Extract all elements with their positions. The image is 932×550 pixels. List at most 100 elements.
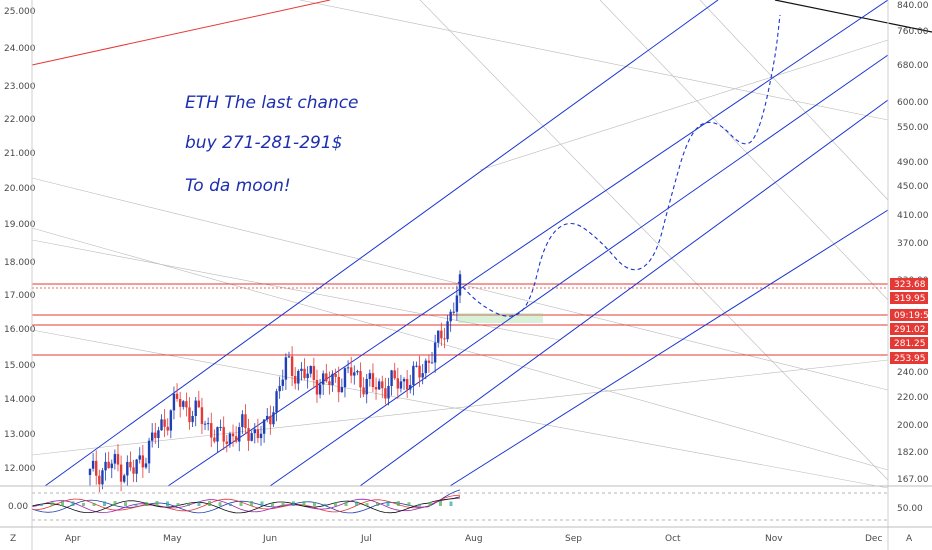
candle-body <box>182 401 185 407</box>
red-trend-line <box>31 0 331 66</box>
candle-body <box>88 468 92 476</box>
right-axis-tick: 680.00 <box>897 61 929 71</box>
annotation-moon: To da moon! <box>185 176 291 196</box>
candle-body <box>104 461 107 471</box>
histogram-bar <box>386 501 390 506</box>
x-axis-tick: May <box>163 534 182 544</box>
candle-body <box>129 461 132 468</box>
x-axis-tick: Nov <box>765 534 783 544</box>
histogram-bar <box>334 501 337 506</box>
left-axis-tick: 15.000 <box>4 361 36 371</box>
candle-body <box>433 342 437 363</box>
candle-body <box>356 371 359 373</box>
histogram-bar <box>155 501 159 506</box>
histogram-bar <box>134 503 138 506</box>
candle-body <box>163 419 166 427</box>
candle-body <box>231 433 235 437</box>
left-axis-tick: 12.000 <box>4 464 36 474</box>
candle-body <box>228 433 232 444</box>
histogram-bar <box>176 503 180 506</box>
candle-body <box>213 437 216 442</box>
buy-zone <box>458 313 543 323</box>
histogram-bar <box>166 501 169 506</box>
candle-body <box>253 429 256 434</box>
right-axis-tick: 167.00 <box>897 475 929 485</box>
candle-body <box>275 391 278 413</box>
price-badge-label: 281.25 <box>894 339 926 349</box>
trend-guide-line <box>31 227 889 471</box>
candle-body <box>390 370 393 387</box>
candle-body <box>449 311 452 322</box>
candle-body <box>150 432 154 441</box>
candle-body <box>421 373 424 378</box>
annotation-buy-range: buy 271-281-291$ <box>185 133 342 153</box>
histogram-bar <box>197 501 201 506</box>
histogram-bar <box>103 501 106 506</box>
histogram-bar <box>113 501 117 506</box>
candle-body <box>281 379 284 386</box>
candle-body <box>197 400 201 408</box>
candle-body <box>172 393 176 411</box>
price-badge <box>890 337 928 349</box>
trend-guide-line <box>479 39 889 171</box>
candle-body <box>216 427 219 442</box>
candle-body <box>266 415 269 420</box>
x-axis-tick: Sep <box>565 534 582 544</box>
candle-body <box>244 414 247 429</box>
candle-body <box>405 379 409 390</box>
channel-line <box>44 0 719 487</box>
left-axis-tick: 14.000 <box>4 395 36 405</box>
candle-body <box>396 378 400 389</box>
candle-body <box>368 373 372 379</box>
candle-body <box>119 464 123 482</box>
histogram-bar <box>302 501 306 506</box>
candle-body <box>343 368 347 388</box>
candle-body <box>144 463 148 468</box>
candle-body <box>446 321 449 340</box>
x-axis-tick: Oct <box>665 534 681 544</box>
candle-body <box>269 415 272 425</box>
histogram-bar <box>376 502 379 506</box>
candle-body <box>166 426 169 431</box>
candle-body <box>415 365 418 367</box>
candle-body <box>412 365 415 385</box>
candle-body <box>225 441 229 444</box>
candle-body <box>138 455 141 460</box>
x-axis-tick: Jul <box>360 534 372 544</box>
histogram-bar <box>281 502 285 506</box>
left-axis-tick: 13.000 <box>4 430 36 440</box>
candle-body <box>300 368 303 371</box>
x-axis-tick: Dec <box>865 534 882 544</box>
candle-body <box>374 387 378 390</box>
candle-body <box>427 360 431 363</box>
candle-body <box>297 370 300 384</box>
candle-body <box>318 384 322 395</box>
candle-body <box>362 387 365 395</box>
candle-body <box>321 373 325 385</box>
right-axis-tick: 550.00 <box>897 123 929 133</box>
histogram-bar <box>260 501 264 506</box>
left-axis-tick: 21.000 <box>4 149 36 159</box>
candle-body <box>294 375 297 384</box>
candle-body <box>440 330 443 339</box>
right-axis-tick: 600.00 <box>897 98 929 108</box>
histogram-bar <box>250 501 253 506</box>
candle-body <box>98 475 101 485</box>
candle-body <box>175 393 179 399</box>
candle-body <box>334 373 337 377</box>
candle-body <box>241 414 244 428</box>
candle-body <box>328 381 331 386</box>
trend-guide-line <box>419 0 889 481</box>
left-axis-tick: 22.000 <box>4 115 36 125</box>
candle-body <box>340 387 344 393</box>
candle-body <box>91 460 95 469</box>
channel-line <box>269 54 889 487</box>
histogram-bar <box>397 501 400 506</box>
indicator-left-tick: 0.00 <box>8 502 28 512</box>
a-label: A <box>906 534 913 544</box>
histogram-bar <box>313 502 316 506</box>
candle-body <box>337 376 340 393</box>
candle-body <box>287 356 291 358</box>
